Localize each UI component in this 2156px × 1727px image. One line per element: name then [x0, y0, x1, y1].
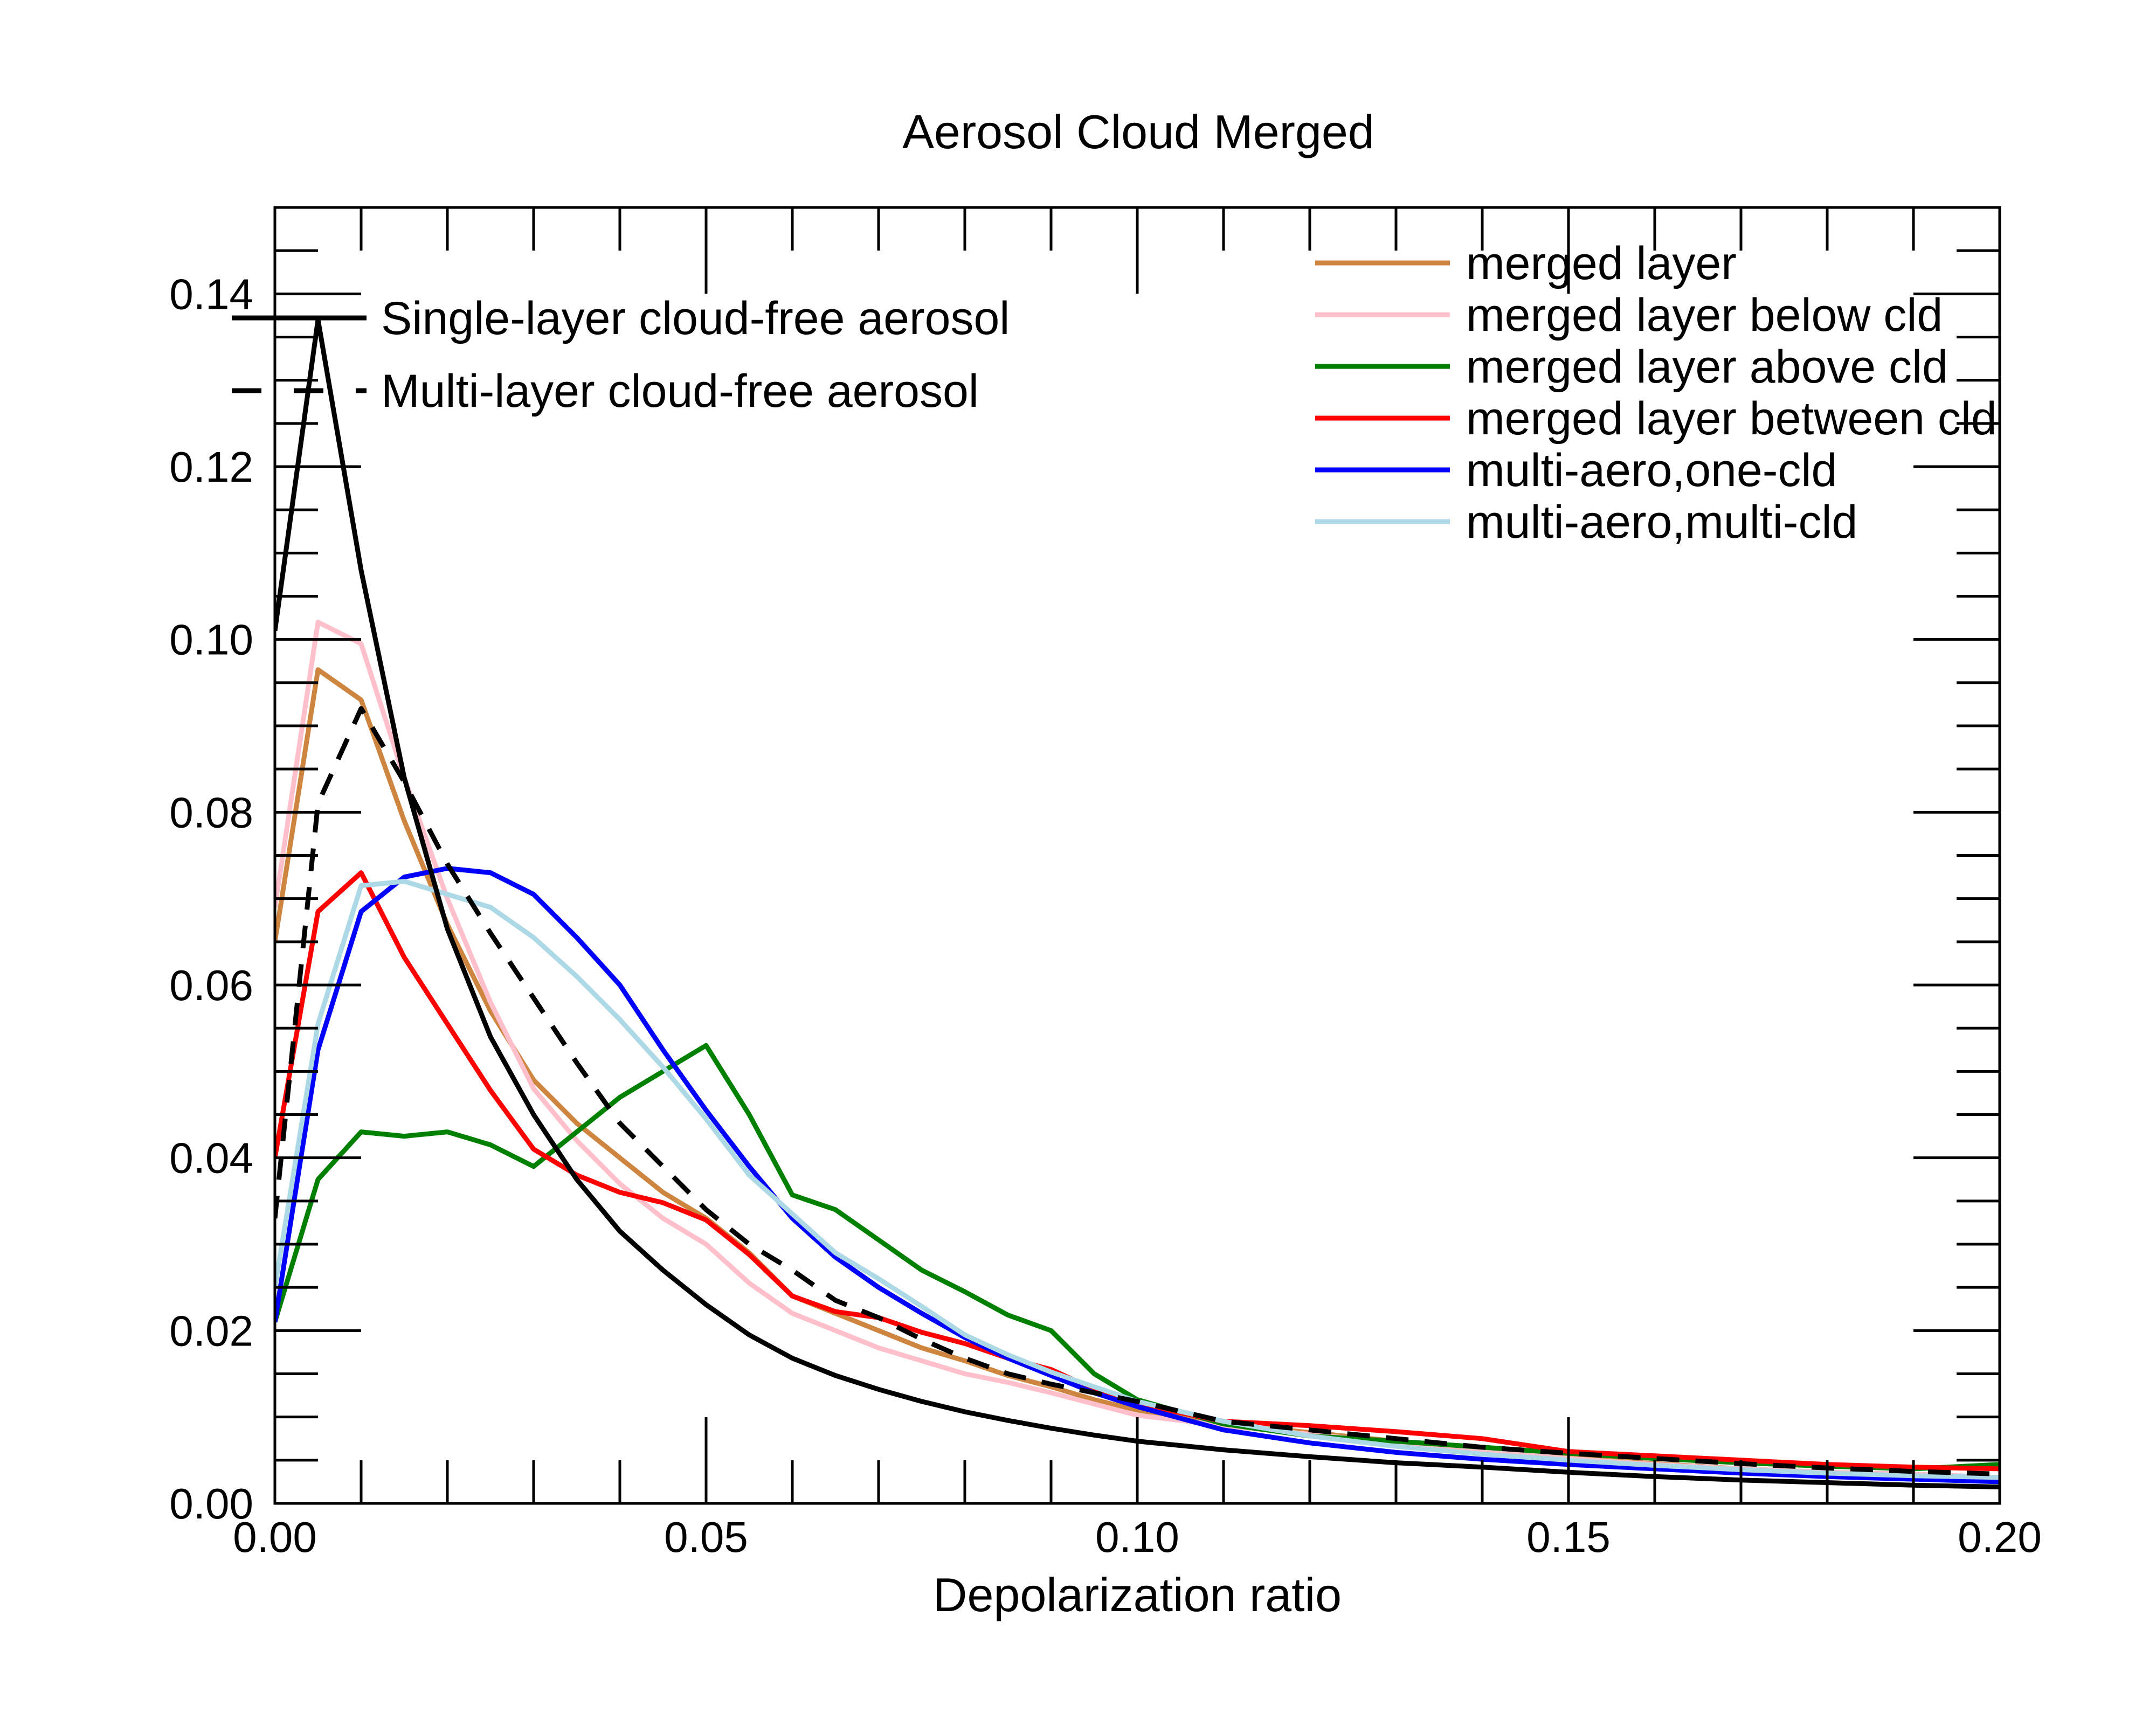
legend-label-between: merged layer between cld — [1466, 393, 1997, 445]
y-tick-label: 0.08 — [169, 788, 253, 836]
legend-label-multi: Multi-layer cloud-free aerosol — [381, 365, 979, 417]
y-tick-label: 0.02 — [169, 1307, 253, 1355]
legend-label-above: merged layer above cld — [1466, 341, 1948, 393]
chart-title: Aerosol Cloud Merged — [902, 105, 1374, 158]
axes — [273, 206, 2001, 1505]
y-tick-label: 0.12 — [169, 443, 253, 491]
x-tick-label: 0.20 — [1958, 1513, 2042, 1561]
series-line-multi — [275, 706, 2000, 1476]
x-tick-label: 0.00 — [233, 1513, 317, 1561]
legend-label-below: merged layer below cld — [1466, 289, 1943, 341]
legend-label-merged: merged layer — [1466, 238, 1737, 289]
legend-label-onecld: multi-aero,one-cld — [1466, 445, 1837, 496]
y-tick-label: 0.00 — [169, 1480, 253, 1528]
y-tick-label: 0.14 — [169, 270, 253, 318]
x-tick-label: 0.10 — [1095, 1513, 1179, 1561]
y-tick-label: 0.06 — [169, 961, 253, 1009]
y-tick-label: 0.10 — [169, 616, 253, 664]
x-tick-label: 0.15 — [1526, 1513, 1611, 1561]
chart-text: 0.00 0.05 0.10 0.15 0.20 0.00 0.02 0.04 0.06 0.08… — [169, 105, 2042, 1621]
x-axis-label: Depolarization ratio — [933, 1568, 1342, 1621]
y-tick-label: 0.04 — [169, 1134, 253, 1182]
x-tick-label: 0.05 — [664, 1513, 748, 1561]
legend-label-multicld: multi-aero,multi-cld — [1466, 496, 1857, 548]
legend: Single-layer cloud-free aerosol Multi-lay… — [232, 238, 1997, 548]
legend-label-single: Single-layer cloud-free aerosol — [381, 293, 1010, 344]
